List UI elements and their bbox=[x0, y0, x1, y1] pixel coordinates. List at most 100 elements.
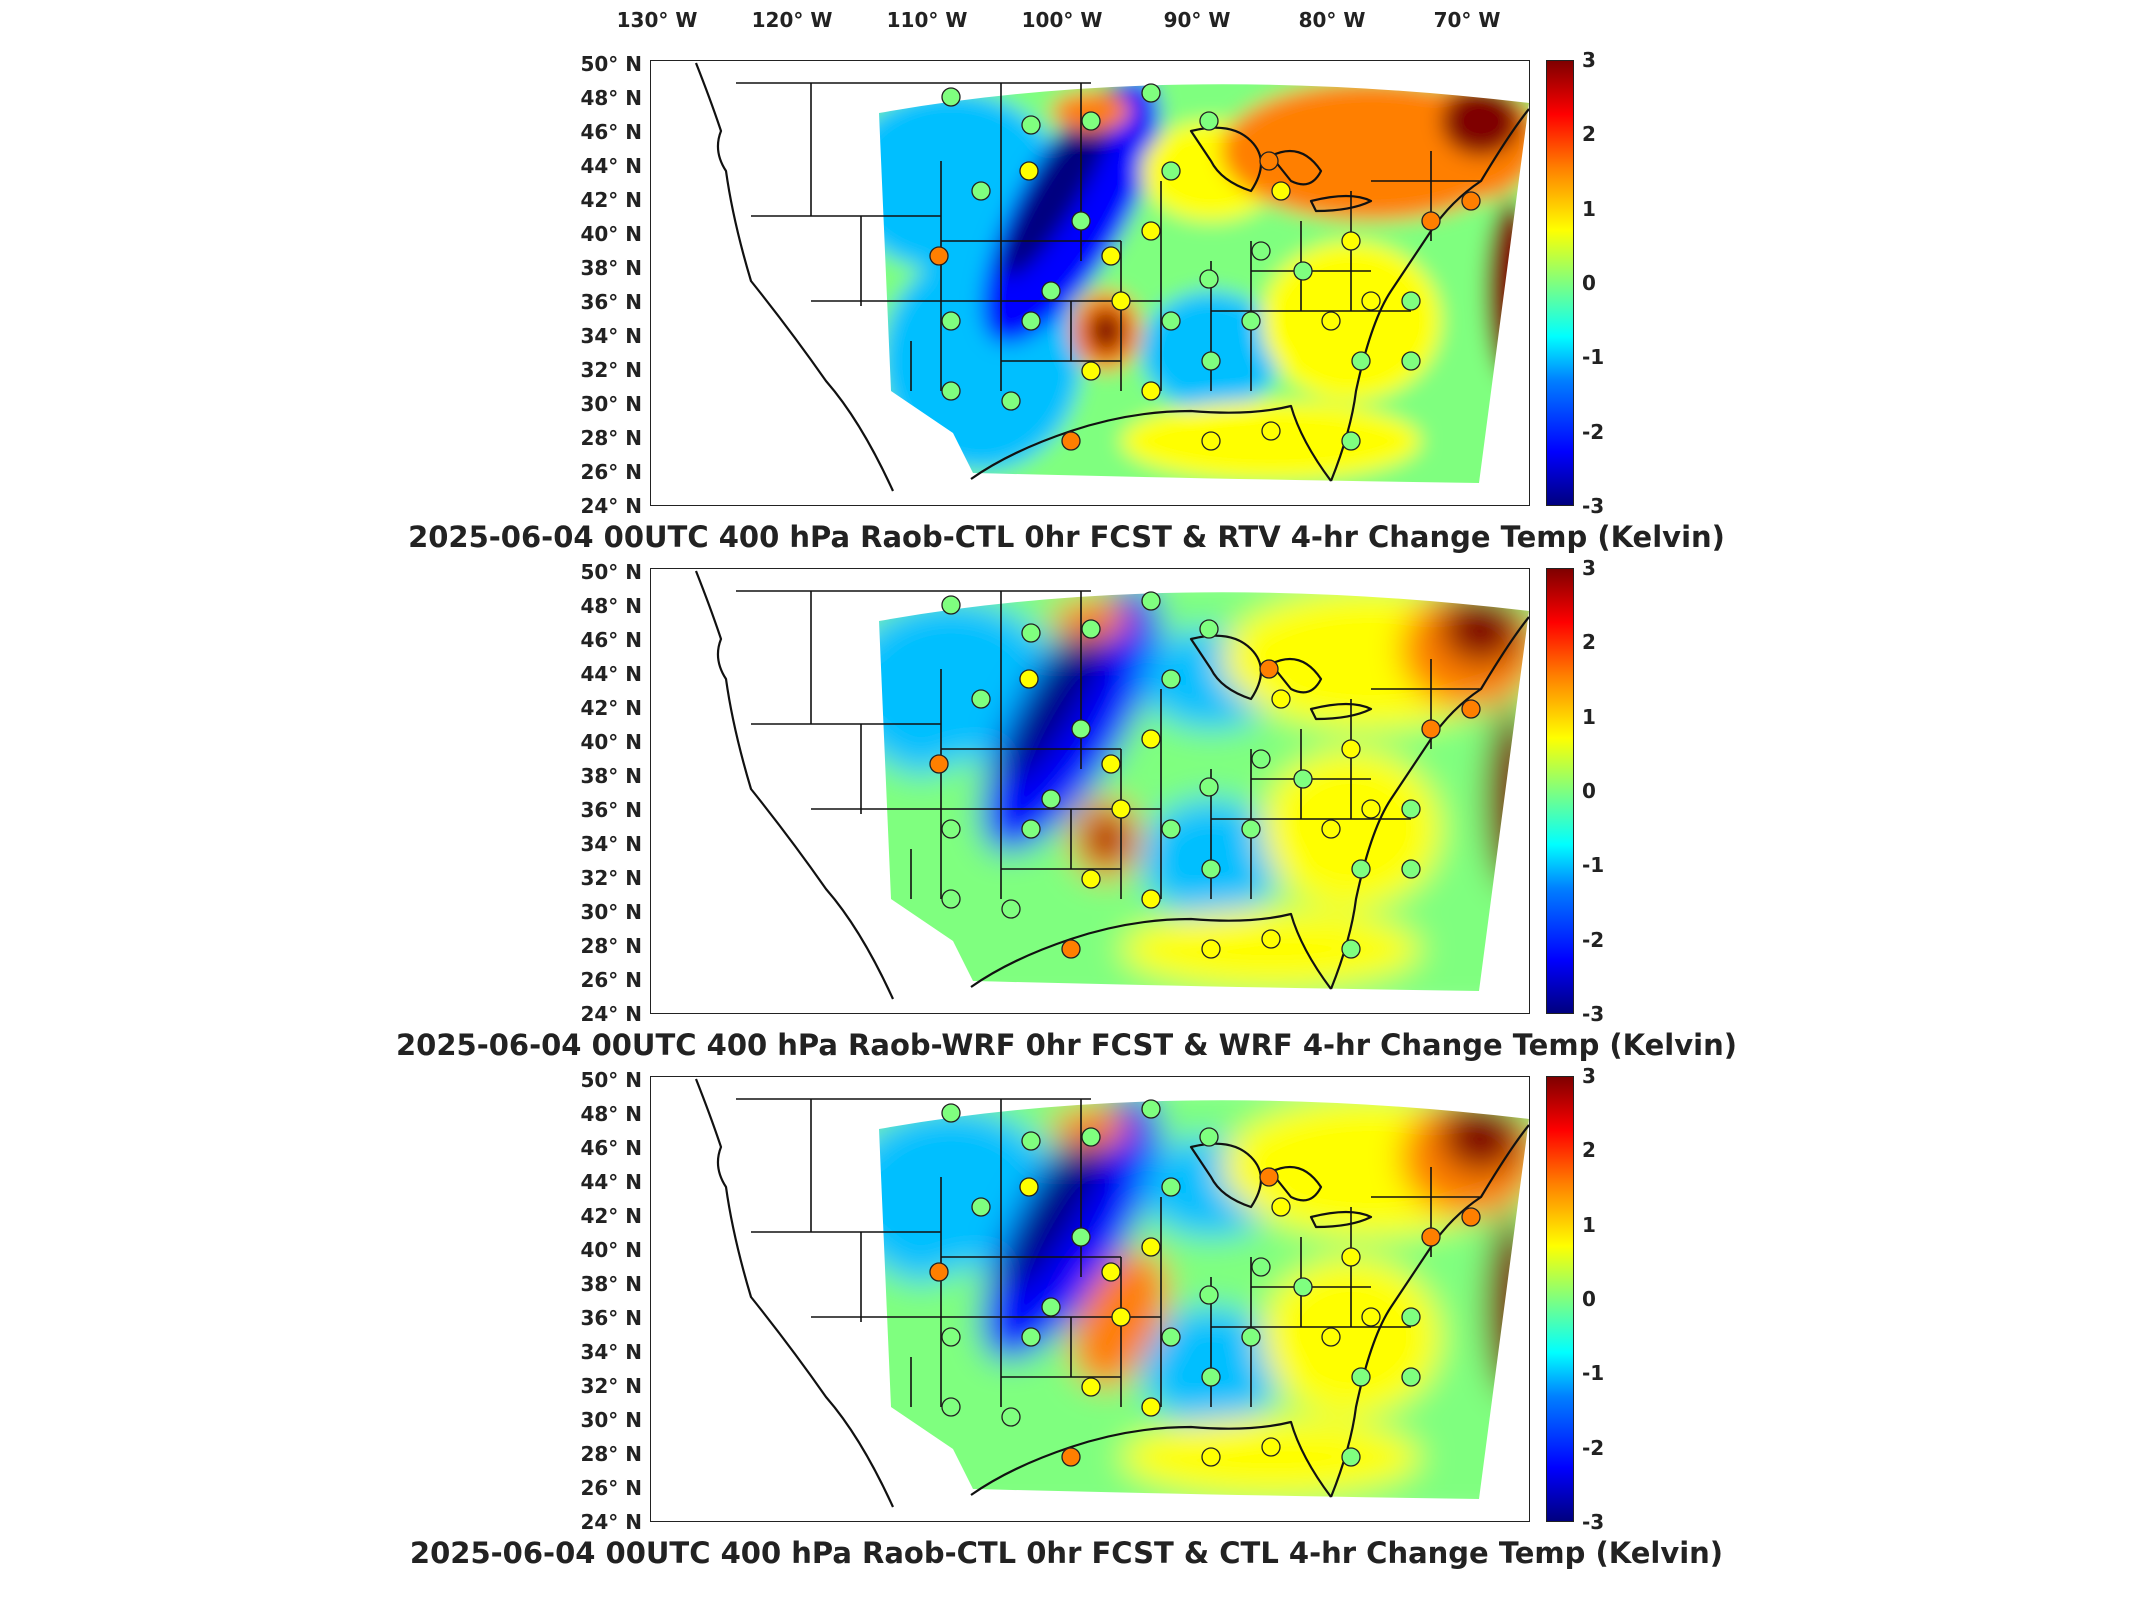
lat-label: 30° N bbox=[580, 1408, 642, 1432]
raob-station-marker bbox=[941, 87, 961, 107]
raob-station-marker bbox=[1261, 929, 1281, 949]
raob-station-marker bbox=[1041, 1297, 1061, 1317]
lat-label: 50° N bbox=[580, 1068, 642, 1092]
raob-station-marker bbox=[1021, 623, 1041, 643]
panel-title: 2025-06-04 00UTC 400 hPa Raob-CTL 0hr FC… bbox=[408, 520, 1725, 554]
lat-label: 26° N bbox=[580, 460, 642, 484]
raob-station-marker bbox=[1141, 1237, 1161, 1257]
raob-station-marker bbox=[1271, 1197, 1291, 1217]
raob-station-marker bbox=[1199, 1127, 1219, 1147]
raob-station-marker bbox=[1361, 1307, 1381, 1327]
lat-label: 42° N bbox=[580, 696, 642, 720]
raob-station-marker bbox=[941, 1103, 961, 1123]
raob-station-marker bbox=[1341, 739, 1361, 759]
colorbar-tick: -2 bbox=[1582, 927, 1605, 952]
lat-label: 38° N bbox=[580, 1272, 642, 1296]
raob-station-marker bbox=[1111, 799, 1131, 819]
raob-station-marker bbox=[1461, 1207, 1481, 1227]
raob-station-marker bbox=[1241, 1327, 1261, 1347]
raob-station-marker bbox=[1141, 729, 1161, 749]
colorbar-tick: 1 bbox=[1582, 196, 1596, 221]
raob-station-marker bbox=[1101, 246, 1121, 266]
raob-station-marker bbox=[1341, 939, 1361, 959]
raob-station-marker bbox=[1293, 261, 1313, 281]
lat-label: 42° N bbox=[580, 188, 642, 212]
colorbar-tick: -1 bbox=[1582, 1361, 1605, 1386]
east-coast bbox=[1329, 616, 1529, 990]
raob-station-marker bbox=[1201, 1367, 1221, 1387]
colorbar bbox=[1546, 568, 1574, 1014]
raob-station-marker bbox=[929, 754, 949, 774]
colorbar-tick: -1 bbox=[1582, 345, 1605, 370]
colorbar-tick: 0 bbox=[1582, 271, 1596, 295]
map-canvas bbox=[694, 570, 1529, 1000]
raob-station-marker bbox=[1251, 749, 1271, 769]
raob-station-marker bbox=[971, 181, 991, 201]
lat-label: 24° N bbox=[580, 1510, 642, 1534]
raob-station-marker bbox=[1361, 799, 1381, 819]
longitude-axis: 130° W 120° W 110° W 100° W 90° W 80° W … bbox=[0, 0, 2133, 40]
raob-station-marker bbox=[1401, 1367, 1421, 1387]
colorbar-tick: -2 bbox=[1582, 419, 1605, 444]
raob-station-marker bbox=[1201, 431, 1221, 451]
raob-station-marker bbox=[1259, 659, 1279, 679]
lat-label: 30° N bbox=[580, 392, 642, 416]
raob-station-marker bbox=[1271, 181, 1291, 201]
panel-title: 2025-06-04 00UTC 400 hPa Raob-WRF 0hr FC… bbox=[395, 1028, 1737, 1062]
lat-label: 32° N bbox=[580, 358, 642, 382]
colorbar-tick: 0 bbox=[1582, 1287, 1596, 1311]
lon-label: 110° W bbox=[886, 8, 968, 32]
lat-label: 32° N bbox=[580, 866, 642, 890]
raob-station-marker bbox=[1021, 1327, 1041, 1347]
lat-label: 50° N bbox=[580, 560, 642, 584]
lat-label: 38° N bbox=[580, 256, 642, 280]
raob-station-marker bbox=[1351, 351, 1371, 371]
raob-station-marker bbox=[1241, 819, 1261, 839]
raob-station-marker bbox=[1041, 281, 1061, 301]
raob-station-marker bbox=[1071, 211, 1091, 231]
lat-label: 36° N bbox=[580, 1306, 642, 1330]
raob-station-marker bbox=[1421, 719, 1441, 739]
colorbar-tick: 0 bbox=[1582, 779, 1596, 803]
lat-label: 28° N bbox=[580, 934, 642, 958]
raob-station-marker bbox=[1201, 859, 1221, 879]
raob-station-marker bbox=[1261, 1437, 1281, 1457]
raob-station-marker bbox=[1021, 115, 1041, 135]
lon-label: 120° W bbox=[751, 8, 833, 32]
raob-station-marker bbox=[1421, 1227, 1441, 1247]
raob-station-marker bbox=[1199, 777, 1219, 797]
colorbar-tick: -2 bbox=[1582, 1435, 1605, 1460]
colorbar-tick: 3 bbox=[1582, 1064, 1596, 1088]
raob-station-marker bbox=[1081, 869, 1101, 889]
gulf-coast bbox=[970, 912, 1332, 990]
raob-station-marker bbox=[1141, 83, 1161, 103]
colorbar-tick: -3 bbox=[1582, 1002, 1605, 1026]
raob-station-marker bbox=[1081, 619, 1101, 639]
colorbar-tick: -1 bbox=[1582, 853, 1605, 878]
raob-station-marker bbox=[1071, 1227, 1091, 1247]
raob-station-marker bbox=[941, 819, 961, 839]
raob-station-marker bbox=[1199, 111, 1219, 131]
lat-label: 34° N bbox=[580, 324, 642, 348]
raob-station-marker bbox=[1251, 241, 1271, 261]
raob-station-marker bbox=[1101, 1262, 1121, 1282]
map-canvas bbox=[694, 1078, 1529, 1508]
raob-station-marker bbox=[1001, 899, 1021, 919]
lat-label: 44° N bbox=[580, 1170, 642, 1194]
lat-label: 32° N bbox=[580, 1374, 642, 1398]
raob-station-marker bbox=[941, 1397, 961, 1417]
lat-label: 28° N bbox=[580, 1442, 642, 1466]
lat-label: 48° N bbox=[580, 86, 642, 110]
lat-label: 24° N bbox=[580, 494, 642, 518]
raob-station-marker bbox=[1261, 421, 1281, 441]
raob-station-marker bbox=[941, 311, 961, 331]
lat-label: 46° N bbox=[580, 1136, 642, 1160]
raob-station-marker bbox=[1021, 311, 1041, 331]
colorbar-tick: 2 bbox=[1582, 122, 1596, 147]
raob-station-marker bbox=[1201, 1447, 1221, 1467]
east-coast bbox=[1329, 1124, 1529, 1498]
raob-station-marker bbox=[941, 595, 961, 615]
raob-station-marker bbox=[1199, 619, 1219, 639]
raob-station-marker bbox=[1199, 269, 1219, 289]
raob-station-marker bbox=[1401, 351, 1421, 371]
